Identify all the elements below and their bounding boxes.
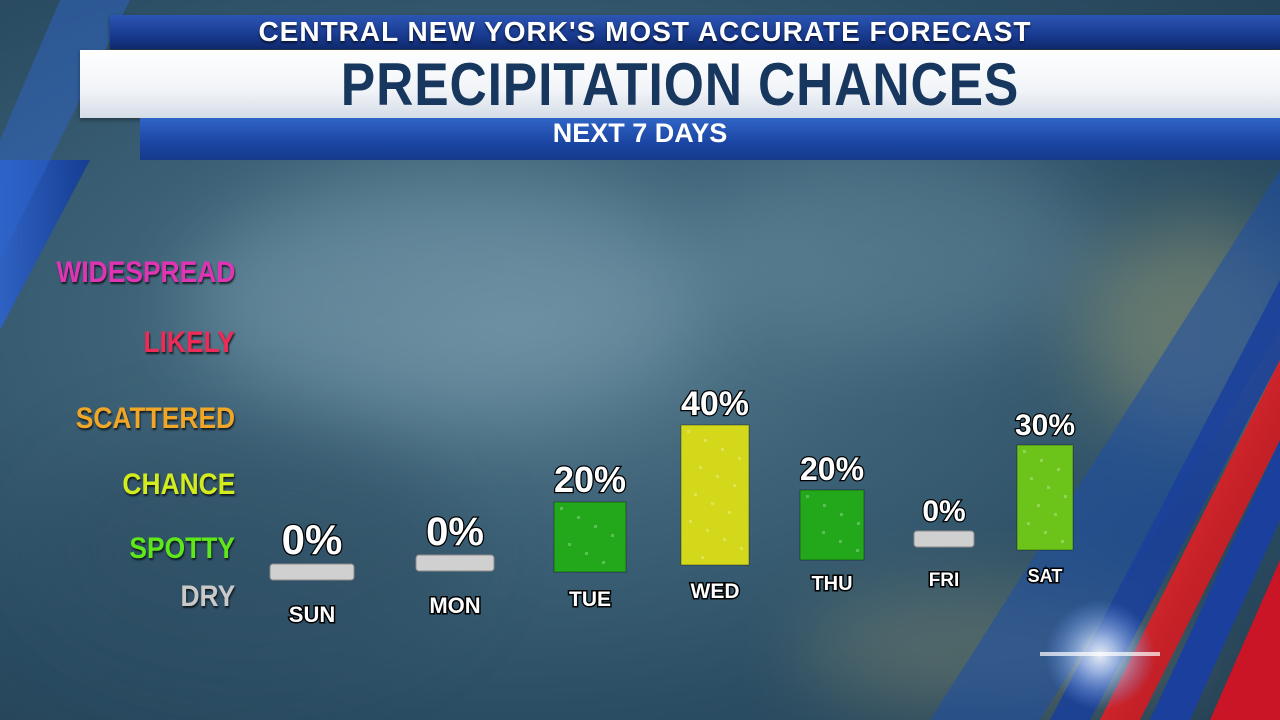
bar-texture-dot	[1047, 486, 1050, 489]
bar-texture-dot	[1030, 477, 1033, 480]
bar-texture-dot	[1064, 495, 1067, 498]
bar-texture-dot	[711, 502, 714, 505]
day-label-wed: WED	[691, 580, 740, 603]
bar-sun	[269, 563, 355, 581]
day-label-sat: SAT	[1028, 566, 1063, 586]
category-likely: LIKELY	[143, 326, 235, 359]
page-title: PRECIPITATION CHANCES	[340, 51, 1020, 118]
bar-texture-dot	[740, 547, 743, 550]
bar-texture-dot	[594, 525, 597, 528]
value-label-tue: 20%	[554, 459, 626, 500]
bar-group-sun: 0% SUN	[269, 515, 355, 629]
bar-texture-dot	[856, 549, 859, 552]
day-label-thu: THU	[811, 573, 852, 595]
bar-texture-dot	[857, 522, 860, 525]
header-subtitle-bar	[140, 118, 1280, 160]
bar-texture-dot	[806, 495, 809, 498]
bar-group-sat: 30% SAT	[1014, 408, 1077, 588]
bar-texture-dot	[1040, 459, 1043, 462]
header-title-bar	[80, 50, 1280, 118]
category-chance: CHANCE	[122, 468, 235, 501]
bar-texture-dot	[721, 448, 724, 451]
bar-texture-dot	[822, 531, 825, 534]
bar-group-fri: 0% FRI	[913, 494, 975, 593]
bar-mon	[415, 554, 495, 572]
bar-texture-dot	[706, 529, 709, 532]
bar-texture-dot	[701, 556, 704, 559]
day-label-mon: MON	[429, 593, 480, 618]
bar-group-wed: 40% WED	[680, 384, 751, 605]
value-label-sat: 30%	[1015, 409, 1075, 442]
header-top-bar	[110, 15, 1280, 49]
value-label-thu: 20%	[800, 451, 864, 487]
bar-group-tue: 20% TUE	[553, 458, 628, 613]
bar-thu	[799, 489, 865, 561]
bar-group-mon: 0% MON	[415, 509, 495, 620]
category-widespread: WIDESPREAD	[56, 256, 235, 289]
day-label-tue: TUE	[569, 588, 611, 611]
bar-fri	[913, 530, 975, 548]
bar-texture-dot	[585, 552, 588, 555]
bar-texture-dot	[689, 520, 692, 523]
bar-texture-dot	[687, 430, 690, 433]
bar-texture-dot	[560, 507, 563, 510]
day-label-sun: SUN	[289, 602, 335, 627]
bar-texture-dot	[1027, 522, 1030, 525]
bar-texture-dot	[723, 538, 726, 541]
bar-texture-dot	[699, 466, 702, 469]
bar-texture-dot	[840, 513, 843, 516]
bar-texture-dot	[1057, 468, 1060, 471]
bar-group-thu: 20% THU	[799, 450, 866, 597]
bar-texture-dot	[602, 561, 605, 564]
bar-texture-dot	[733, 484, 736, 487]
bar-texture-dot	[704, 439, 707, 442]
bar-wed	[680, 424, 750, 566]
category-spotty: SPOTTY	[129, 532, 235, 565]
bar-texture-dot	[1044, 531, 1047, 534]
value-label-mon: 0%	[426, 510, 484, 554]
header-tagline: CENTRAL NEW YORK'S MOST ACCURATE FORECAS…	[258, 16, 1032, 47]
category-dry: DRY	[180, 580, 235, 613]
page-subtitle: NEXT 7 DAYS	[552, 118, 728, 148]
bar-texture-dot	[694, 493, 697, 496]
bar-sat	[1016, 444, 1074, 551]
bar-texture-dot	[1061, 540, 1064, 543]
bar-texture-dot	[839, 540, 842, 543]
category-scattered: SCATTERED	[75, 402, 235, 435]
bar-texture-dot	[823, 504, 826, 507]
bar-texture-dot	[738, 457, 741, 460]
bar-texture-dot	[568, 543, 571, 546]
bar-texture-dot	[1023, 450, 1026, 453]
value-label-wed: 40%	[681, 385, 749, 423]
bar-texture-dot	[611, 534, 614, 537]
bar-texture-dot	[728, 511, 731, 514]
bar-tue	[553, 501, 627, 573]
bar-texture-dot	[716, 475, 719, 478]
bar-texture-dot	[1037, 504, 1040, 507]
value-label-fri: 0%	[922, 495, 965, 528]
value-label-sun: 0%	[282, 516, 343, 563]
day-label-fri: FRI	[929, 570, 960, 591]
bar-texture-dot	[577, 516, 580, 519]
bar-texture-dot	[1054, 513, 1057, 516]
